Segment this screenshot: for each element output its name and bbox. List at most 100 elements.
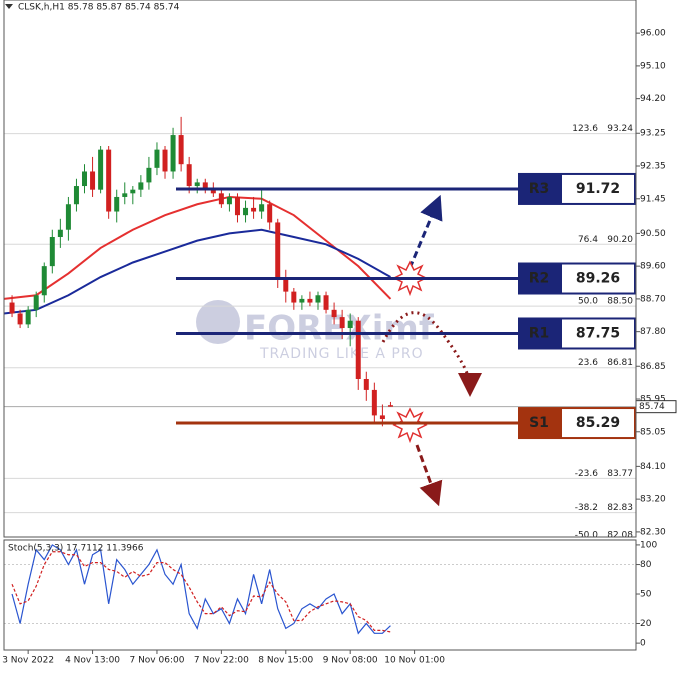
last-price-label: 85.74 (639, 402, 665, 412)
watermark-slogan: TRADING LIKE A PRO (259, 346, 424, 362)
fib-price: 86.81 (607, 358, 633, 368)
candle-body (355, 320, 361, 379)
candle-body (283, 277, 289, 292)
fib-ratio: 23.6 (578, 358, 598, 368)
y-tick-label: 83.20 (640, 495, 666, 505)
candle-body (41, 266, 47, 296)
fib-ratio: 123.6 (572, 124, 598, 134)
y-tick-label: 86.85 (640, 362, 666, 372)
candle-body (234, 196, 240, 216)
candle-body (98, 149, 104, 190)
y-tick-label: 88.70 (640, 294, 666, 304)
level-value-box (560, 407, 636, 440)
y-tick-label: 82.30 (640, 527, 666, 537)
x-tick-label: 8 Nov 15:00 (258, 656, 313, 666)
candle-body (267, 204, 273, 223)
menu-icon (5, 4, 13, 9)
y-tick-label: 89.60 (640, 262, 666, 272)
fib-ratio: 76.4 (578, 235, 598, 245)
fib-price: 90.20 (607, 235, 633, 245)
candle-body (243, 207, 249, 216)
candle-body (162, 149, 168, 172)
y-tick-label: 84.10 (640, 462, 666, 472)
level-value-box (560, 317, 636, 350)
level-label: R2 (529, 271, 550, 287)
candle-body (138, 182, 144, 190)
candle-body (299, 298, 305, 303)
level-label: R1 (529, 325, 550, 341)
down-arrow (415, 444, 443, 507)
candle-body (291, 291, 297, 303)
level-tag (518, 317, 560, 350)
level-tag (518, 262, 560, 295)
y-tick-label: 85.95 (640, 395, 666, 405)
candle-body (218, 193, 224, 205)
x-tick-label: 7 Nov 22:00 (194, 656, 249, 666)
y-tick-label: 90.50 (640, 229, 666, 239)
candle-body (371, 389, 377, 416)
level-value: 89.26 (576, 271, 620, 287)
candle-body (17, 313, 23, 325)
fib-price: 88.50 (607, 297, 633, 307)
candle-body (202, 182, 208, 190)
fib-price: 83.77 (607, 469, 633, 479)
candle-body (331, 309, 337, 318)
x-tick-label: 3 Nov 2022 (2, 656, 54, 666)
candle-body (178, 135, 184, 165)
y-tick-label: 20 (640, 619, 652, 629)
fib-price: 82.83 (607, 503, 633, 513)
symbol-header: CLSK,h,H1 85.78 85.87 85.74 85.74 (18, 3, 180, 13)
moving-average (3, 195, 392, 300)
level-tag (518, 407, 560, 440)
candle-body (275, 222, 281, 278)
level-value: 87.75 (576, 325, 620, 341)
candle-body (363, 378, 369, 390)
fib-price: 93.24 (607, 124, 633, 134)
candle-body (90, 171, 96, 190)
candle-body (251, 207, 257, 212)
candle-body (379, 415, 385, 420)
candle-body (307, 298, 313, 303)
candle-body (259, 204, 265, 212)
level-tag (518, 172, 560, 205)
candle-body (73, 186, 79, 205)
candle-body (33, 295, 39, 310)
candle-body (57, 229, 63, 238)
x-tick-label: 10 Nov 01:00 (384, 656, 445, 666)
indicator-header: Stoch(5,3,3) 17.7112 11.3966 (8, 544, 144, 554)
candle-body (170, 135, 176, 172)
main-frame (3, 0, 637, 538)
candle-body (315, 295, 321, 303)
candle-body (154, 149, 160, 168)
y-tick-label: 85.05 (640, 427, 666, 437)
y-tick-label: 0 (640, 639, 646, 649)
candle-body (114, 196, 120, 212)
candle-body (347, 320, 353, 329)
candle-body (65, 204, 71, 230)
level-label: S1 (529, 415, 549, 431)
level-value-box (560, 172, 636, 205)
level-value: 91.72 (576, 181, 620, 197)
overlay: 85.74 R3 91.72 R2 89.26 R1 87.75 S1 85.29 (176, 172, 677, 440)
candle-body (210, 189, 216, 194)
curve-arrow (381, 311, 482, 397)
stoch-line (11, 551, 391, 633)
candle-body (106, 149, 112, 212)
up-arrow (408, 194, 443, 269)
fib-ratio: -23.6 (575, 469, 599, 479)
y-tick-label: 87.80 (640, 327, 666, 337)
x-tick-label: 4 Nov 13:00 (65, 656, 120, 666)
y-tick-label: 80 (640, 560, 652, 570)
y-tick-label: 96.00 (640, 29, 666, 39)
y-tick-label: 94.20 (640, 94, 666, 104)
candle-body (122, 193, 128, 197)
fib-ratio: 50.0 (578, 297, 598, 307)
candle-body (186, 164, 192, 187)
fib-ratio: -50.0 (575, 530, 599, 540)
candle-body (130, 189, 136, 194)
y-tick-label: 92.35 (640, 162, 666, 172)
y-tick-label: 95.10 (640, 61, 666, 71)
level-value: 85.29 (576, 415, 620, 431)
candle-body (226, 196, 232, 205)
